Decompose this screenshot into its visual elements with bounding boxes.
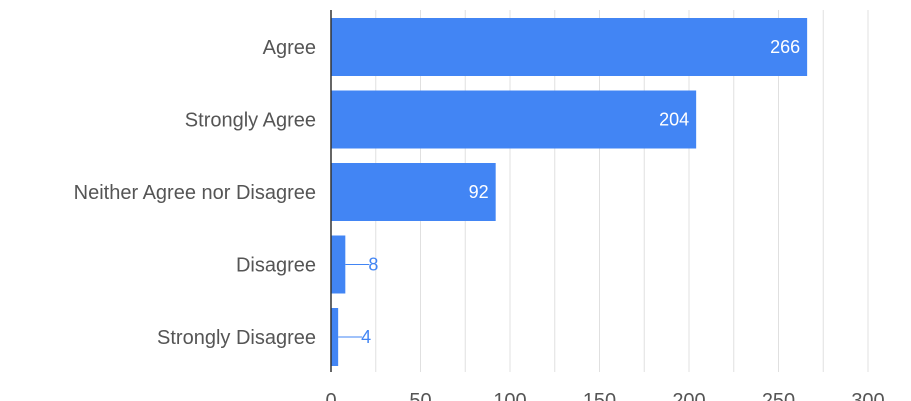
category-label: Neither Agree nor Disagree [74,182,316,204]
data-label: 266 [770,37,800,57]
category-labels: Agree Strongly Agree Neither Agree nor Dis… [74,37,316,349]
x-tick-label: 200 [672,390,705,401]
x-axis-tick-labels: 0 50 100 150 200 250 300 [325,390,884,401]
bar-neither-agree-nor-disagree [331,163,496,221]
data-label: 204 [659,110,689,130]
bar-disagree [331,235,346,294]
x-tick-label: 250 [762,390,795,401]
x-tick-label: 0 [325,390,336,401]
x-tick-label: 50 [409,390,431,401]
data-label: 4 [361,327,371,347]
category-label: Agree [263,37,316,59]
x-tick-label: 150 [583,390,616,401]
data-labels: 266 204 92 8 4 [338,37,800,347]
x-tick-label: 300 [851,390,884,401]
x-tick-label: 100 [493,390,526,401]
bar-strongly-agree [331,90,697,149]
data-label: 92 [469,182,489,202]
category-label: Disagree [236,255,316,277]
bar-strongly-disagree [331,308,339,366]
data-label: 8 [368,255,378,275]
bar-agree [331,18,808,76]
category-label: Strongly Agree [185,110,316,132]
bars [331,18,808,366]
category-label: Strongly Disagree [157,327,316,349]
